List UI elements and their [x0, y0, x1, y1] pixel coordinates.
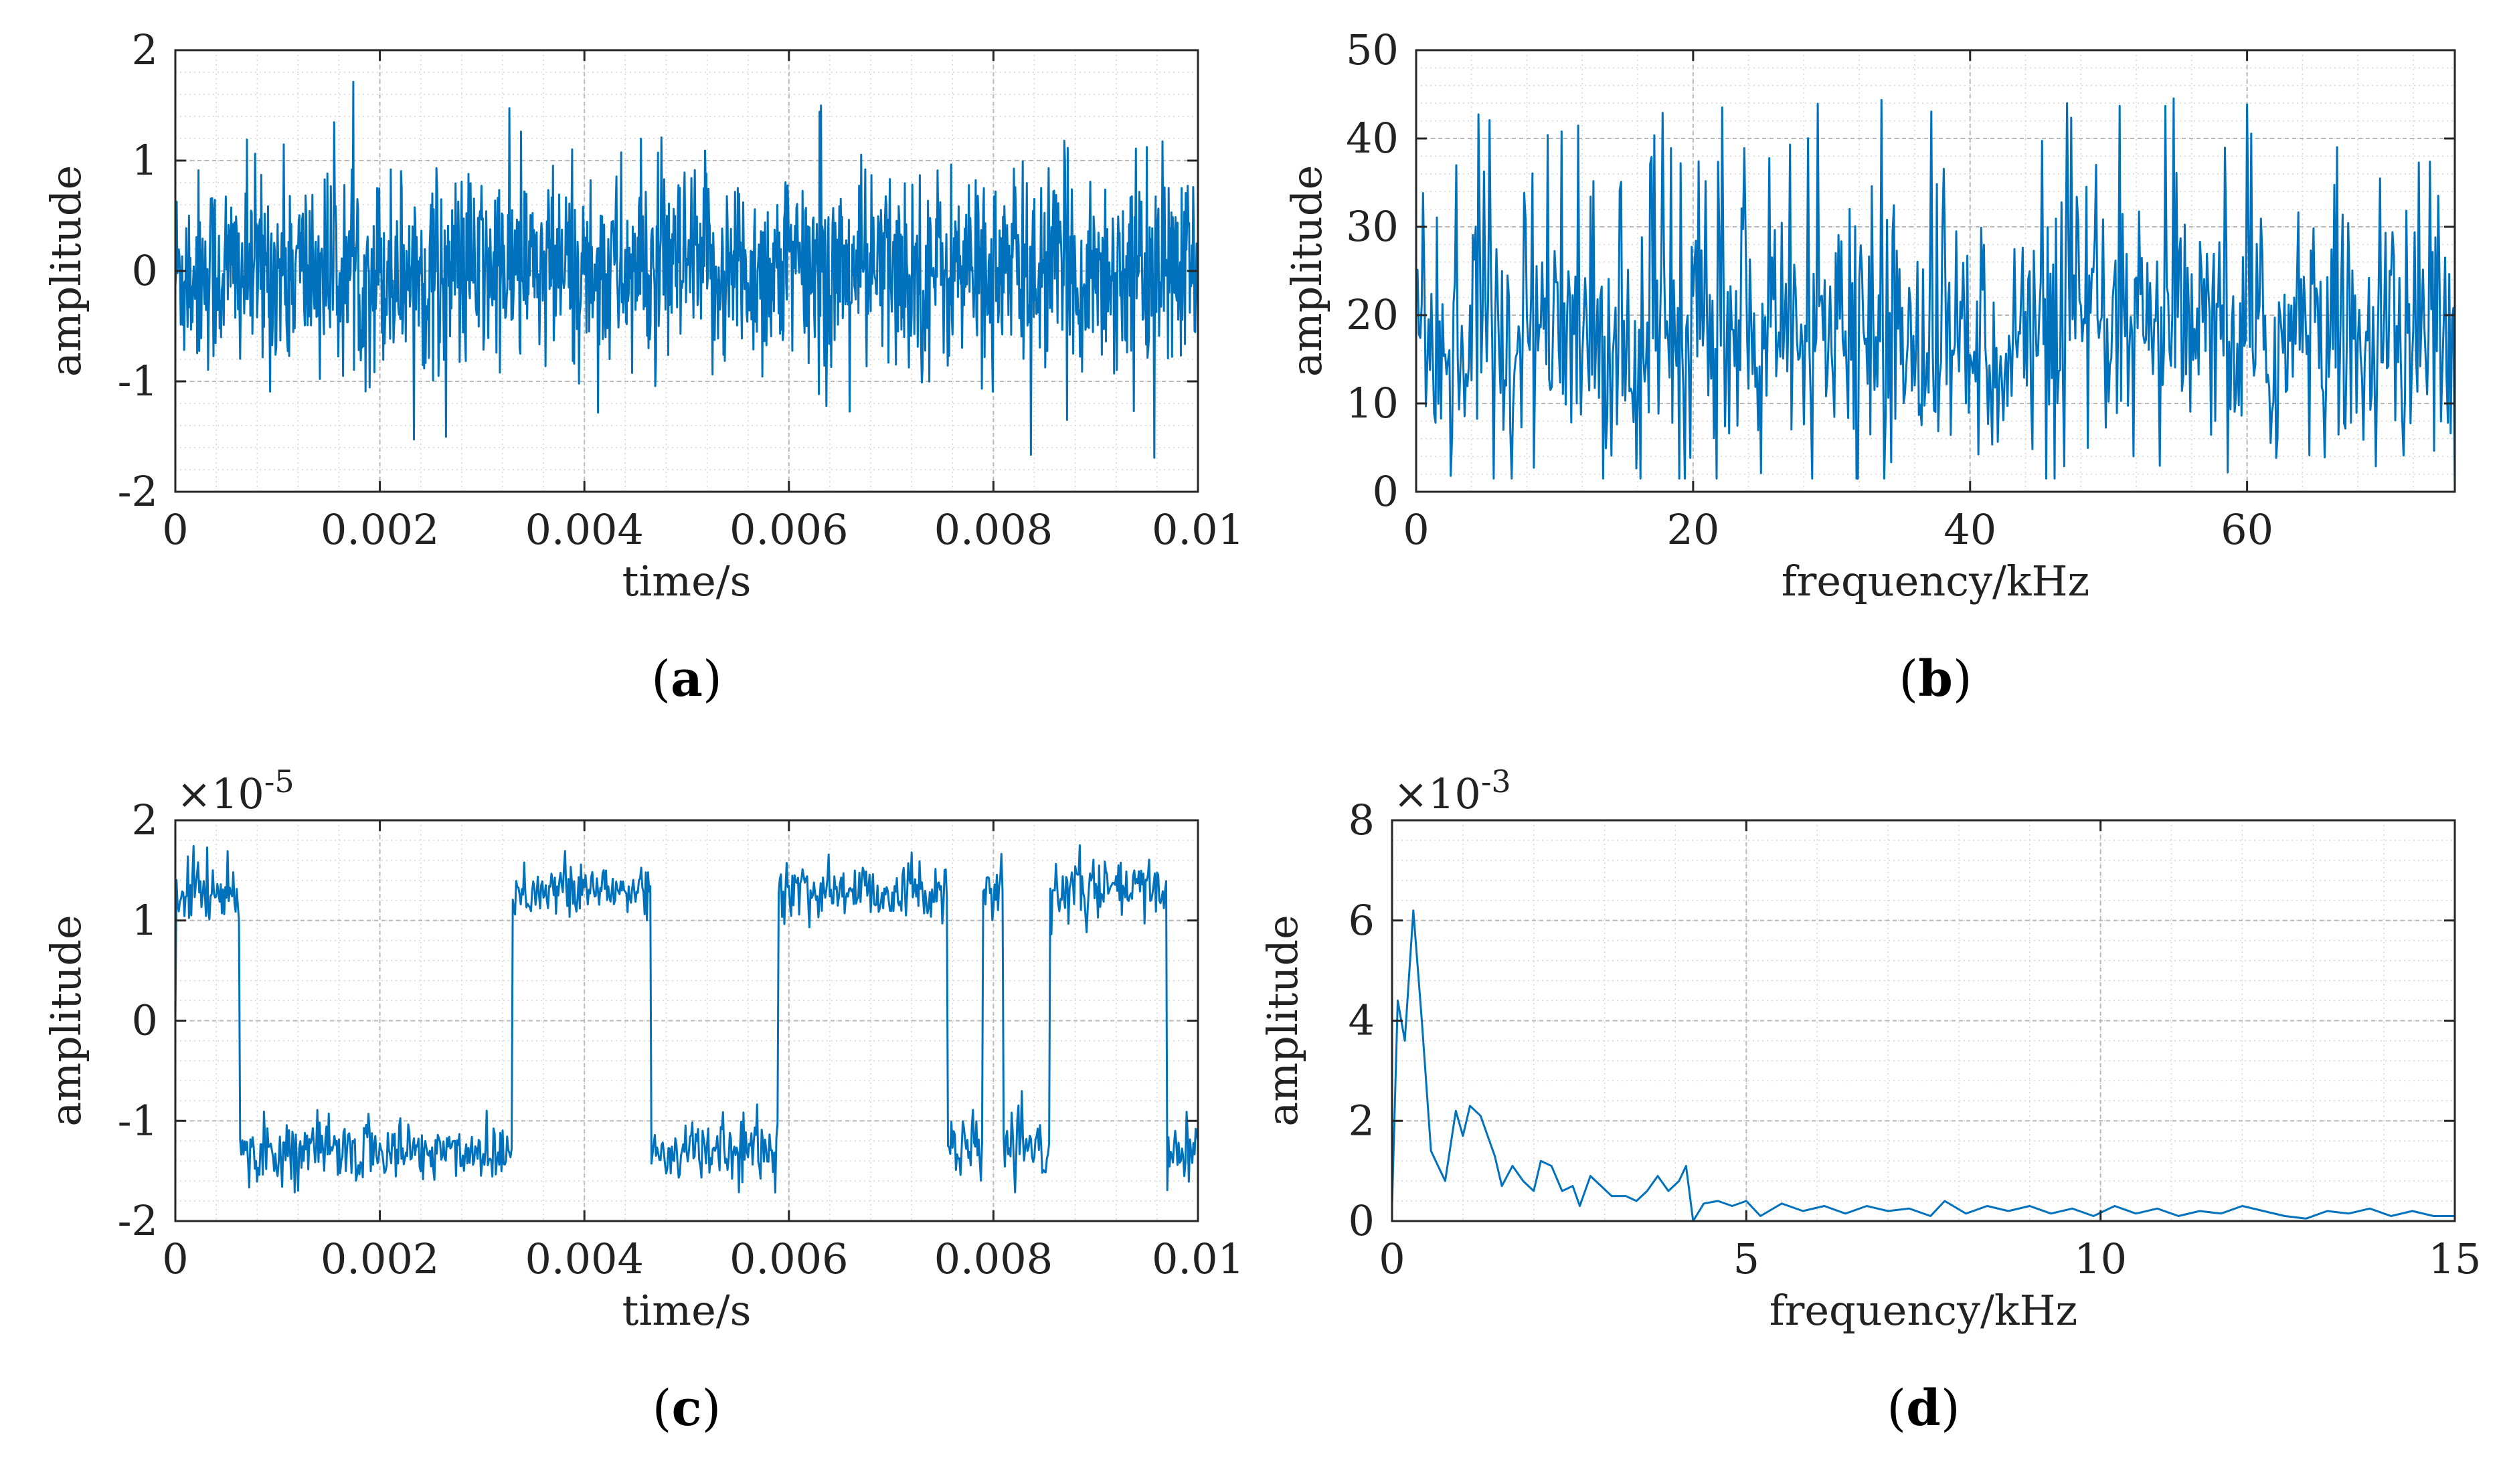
y-tick-label: 40: [1346, 114, 1399, 163]
x-tick-label: 60: [2221, 505, 2273, 554]
y-axis-label: amplitude: [1282, 165, 1331, 377]
y-tick-label: 6: [1349, 896, 1375, 945]
y-tick-label: 0: [1349, 1196, 1375, 1245]
y-tick-label: 10: [1346, 379, 1399, 428]
panel-caption-b: (b): [1899, 650, 1972, 708]
x-tick-label: 0.002: [321, 505, 440, 554]
axis-exponent-label: ×10-3: [1393, 763, 1511, 818]
x-tick-label: 0.008: [934, 1234, 1053, 1283]
series-line-a: [174, 80, 1199, 459]
y-tick-label: 1: [132, 136, 158, 185]
y-tick-label: 2: [1349, 1096, 1375, 1145]
series-line-b: [1415, 97, 2456, 492]
x-axis-label: frequency/kHz: [1770, 1286, 2077, 1335]
x-tick-label: 20: [1666, 505, 1719, 554]
x-tick-label: 0: [162, 1234, 188, 1283]
x-tick-label: 10: [2074, 1234, 2127, 1283]
y-tick-label: 50: [1346, 25, 1399, 74]
x-axis-label: frequency/kHz: [1782, 557, 2089, 606]
x-tick-label: 0: [162, 505, 188, 554]
x-tick-label: 0.004: [525, 1234, 644, 1283]
x-axis-label: time/s: [622, 557, 752, 606]
x-tick-label: 0: [1403, 505, 1429, 554]
y-tick-label: 20: [1346, 290, 1399, 339]
grid-d: [1391, 820, 2455, 1222]
x-tick-label: 0.002: [321, 1234, 440, 1283]
y-tick-label: 2: [132, 796, 158, 844]
x-tick-label: 0.004: [525, 505, 644, 554]
panel-b: 0 20 40 60 0 10 20 30 40 50 frequency/kHz amplitude…: [1282, 25, 2456, 708]
y-tick-label: 2: [132, 25, 158, 74]
series-line-c: [174, 844, 1199, 1194]
panel-d: 0 5 10 15 0 2 4 6 8 frequency/kHz amplitude ×10-3 (d…: [1258, 763, 2481, 1437]
panel-caption-d: (d): [1887, 1380, 1960, 1437]
x-tick-label: 0.008: [934, 505, 1053, 554]
panel-c: 0 0.002 0.004 0.006 0.008 0.01 -2 -1 0 1 2 time/s am…: [41, 763, 1244, 1437]
x-tick-label: 15: [2429, 1234, 2482, 1283]
x-tick-label: 5: [1733, 1234, 1759, 1283]
x-tick-label: 0.01: [1152, 1234, 1244, 1283]
series-line-d: [1391, 909, 2455, 1222]
x-tick-label: 0.006: [729, 1234, 849, 1283]
y-axis-label: amplitude: [41, 165, 90, 377]
plot-frame-b: [1415, 49, 2456, 493]
grid-c: [175, 820, 1199, 1222]
x-tick-label: 40: [1944, 505, 1996, 554]
panel-caption-a: (a): [651, 650, 722, 708]
x-tick-label: 0: [1379, 1234, 1405, 1283]
y-tick-label: 0: [132, 246, 158, 295]
y-tick-label: -1: [118, 357, 158, 405]
y-tick-label: 8: [1349, 796, 1375, 844]
y-tick-label: -1: [118, 1096, 158, 1145]
panel-a: 0 0.002 0.004 0.006 0.008 0.01 -2 -1 0 1 2 time/s am…: [41, 25, 1244, 708]
y-tick-label: 1: [132, 896, 158, 945]
x-tick-label: 0.01: [1152, 505, 1244, 554]
x-axis-label: time/s: [622, 1286, 752, 1335]
y-tick-label: 0: [132, 996, 158, 1045]
y-tick-label: -2: [118, 467, 158, 516]
y-tick-label: 0: [1373, 467, 1399, 516]
axis-exponent-label: ×10-5: [177, 763, 294, 818]
y-axis-label: amplitude: [41, 915, 90, 1126]
y-tick-label: 4: [1349, 996, 1375, 1045]
panel-caption-c: (c): [653, 1380, 721, 1437]
x-tick-label: 0.006: [729, 505, 849, 554]
y-tick-label: -2: [118, 1196, 158, 1245]
y-axis-label: amplitude: [1258, 915, 1307, 1126]
y-tick-label: 30: [1346, 202, 1399, 251]
